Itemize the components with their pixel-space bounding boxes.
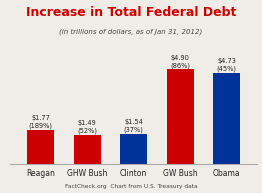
Text: (in trillions of dollars, as of Jan 31, 2012): (in trillions of dollars, as of Jan 31, …: [59, 28, 203, 35]
Bar: [167, 69, 194, 164]
Text: $4.73
(45%): $4.73 (45%): [217, 58, 237, 72]
Text: $1.77
(189%): $1.77 (189%): [29, 115, 53, 129]
Bar: [27, 130, 54, 164]
Text: $1.54
(37%): $1.54 (37%): [124, 119, 144, 133]
Bar: [74, 135, 101, 164]
Text: FactCheck.org  Chart from U.S. Treasury data: FactCheck.org Chart from U.S. Treasury d…: [65, 184, 197, 189]
Bar: [213, 73, 240, 164]
Bar: [120, 134, 147, 164]
Text: Increase in Total Federal Debt: Increase in Total Federal Debt: [26, 6, 236, 19]
Text: $1.49
(52%): $1.49 (52%): [77, 120, 97, 134]
Text: $4.90
(86%): $4.90 (86%): [170, 54, 190, 69]
